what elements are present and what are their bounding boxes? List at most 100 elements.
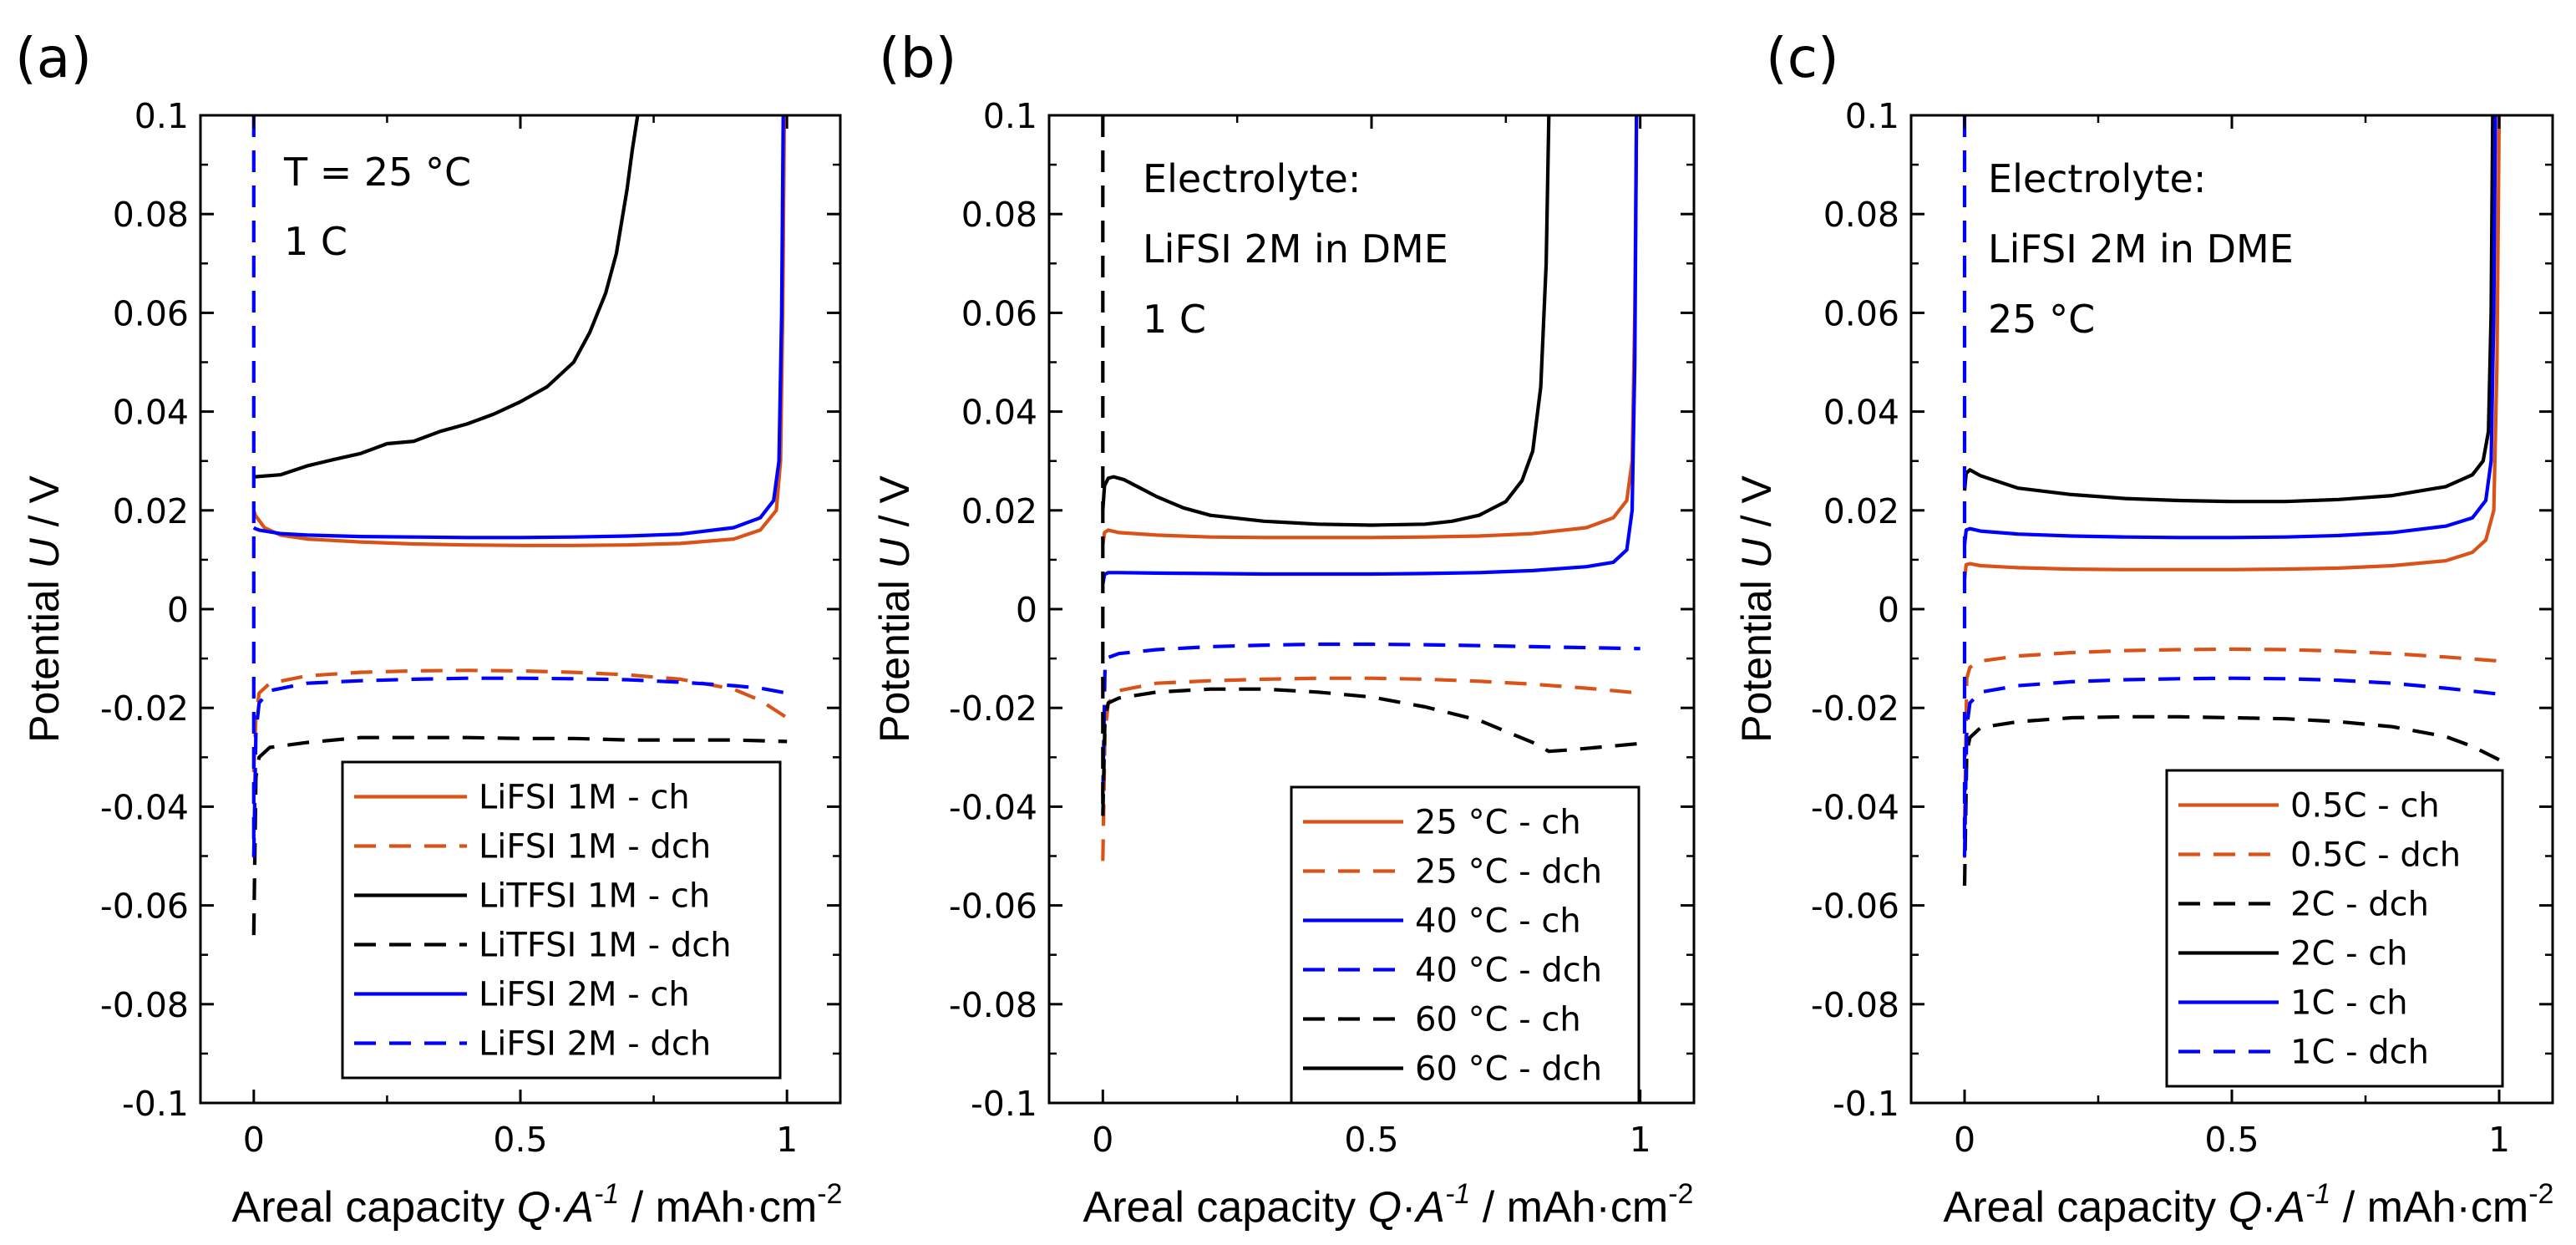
legend-label: 60 °C - ch xyxy=(1415,1001,1581,1039)
y-tick-label: 0.04 xyxy=(113,393,189,433)
series-line-40-c-ch xyxy=(1101,115,1639,585)
y-axis-label: Potential U / V xyxy=(1733,475,1780,743)
series-line-lifsi-2m-ch xyxy=(252,115,785,540)
panel-letter: (b) xyxy=(879,26,956,90)
series-line-0-5c-ch xyxy=(1962,115,2502,580)
y-tick-label: -0.1 xyxy=(1833,1084,1899,1124)
legend-label: 25 °C - dch xyxy=(1415,853,1602,892)
y-tick-label: 0.06 xyxy=(1823,293,1899,333)
series-line-1c-ch xyxy=(1962,115,2497,546)
series-line-lifsi-1m-dch xyxy=(251,668,789,773)
legend: 0.5C - ch 0.5C - dch 2C - dch 2C - ch 1C - c… xyxy=(2165,769,2504,1088)
legend-label: LiTFSI 1M - dch xyxy=(479,927,732,965)
x-tick-label: 1 xyxy=(1630,1120,1651,1160)
annotation-line: T = 25 °C xyxy=(283,150,471,195)
y-tick-label: 0 xyxy=(1878,590,1899,630)
series-line-lifsi-2m-dch xyxy=(251,115,788,858)
x-tick-label: 0.5 xyxy=(493,1120,547,1160)
y-tick-label: -0.02 xyxy=(1811,689,1899,729)
legend: 25 °C - ch 25 °C - dch 40 °C - ch 40 °C - d… xyxy=(1290,785,1640,1105)
legend-label: 0.5C - dch xyxy=(2290,836,2461,875)
y-tick-label: 0.06 xyxy=(113,293,189,333)
x-axis-label: Areal capacity Q·A-1 / mAh·cm-2 xyxy=(1944,1178,2554,1232)
x-tick-label: 0 xyxy=(1954,1120,1975,1160)
panel-b: -0.1 -0.08 -0.06 -0.04 -0.02 0 0.02 0.04 0.06 0.0… xyxy=(871,26,1696,1232)
y-tick-label: 0.04 xyxy=(961,393,1037,433)
y-tick-label: -0.08 xyxy=(100,985,189,1025)
annotation-line: 25 °C xyxy=(1988,297,2095,342)
y-tick-label: -0.08 xyxy=(949,985,1037,1025)
y-tick-label: 0.02 xyxy=(113,491,189,531)
legend-label: 25 °C - ch xyxy=(1415,804,1581,842)
series-group xyxy=(1962,115,2502,887)
y-tick-label: 0.02 xyxy=(961,491,1037,531)
y-tick-label: -0.06 xyxy=(1811,887,1899,927)
x-tick-label: 0.5 xyxy=(2204,1120,2259,1160)
y-tick-label: -0.08 xyxy=(1811,985,1899,1025)
legend-box xyxy=(2165,769,2504,1088)
x-axis-label: Areal capacity Q·A-1 / mAh·cm-2 xyxy=(1083,1178,1694,1232)
y-tick-label: 0.1 xyxy=(983,96,1037,136)
panel-a: -0.1 -0.08 -0.06 -0.04 -0.02 0 0.02 0.04 0.06 0.0… xyxy=(15,26,842,1232)
series-line-2c-ch xyxy=(1962,115,2495,504)
panel-letter: (c) xyxy=(1766,26,1839,90)
x-tick-label: 1 xyxy=(776,1120,798,1160)
annotation-line: 1 C xyxy=(1143,297,1206,342)
series-line-0-5c-dch xyxy=(1962,647,2500,827)
legend-box xyxy=(1290,785,1640,1105)
series-line-40-c-dch xyxy=(1101,642,1640,797)
y-tick-label: 0.1 xyxy=(134,96,189,136)
x-tick-label: 0 xyxy=(243,1120,265,1160)
y-tick-label: -0.06 xyxy=(100,887,189,927)
annotation-line: LiFSI 2M in DME xyxy=(1988,226,2294,272)
annotation-line: Electrolyte: xyxy=(1988,156,2206,201)
series-line-25-c-ch xyxy=(1101,115,1639,546)
legend-label: LiFSI 1M - ch xyxy=(479,779,690,817)
legend-label: LiTFSI 1M - ch xyxy=(479,877,710,916)
panel-c: -0.1 -0.08 -0.06 -0.04 -0.02 0 0.02 0.04 0.06 0.0… xyxy=(1733,26,2554,1232)
y-tick-label: 0.08 xyxy=(1823,195,1899,235)
legend-box xyxy=(341,760,782,1080)
y-tick-label: -0.1 xyxy=(122,1084,189,1124)
y-tick-label: 0 xyxy=(1016,590,1037,630)
y-tick-label: 0 xyxy=(167,590,189,630)
y-tick-label: 0.02 xyxy=(1823,491,1899,531)
x-axis-label: Areal capacity Q·A-1 / mAh·cm-2 xyxy=(232,1178,843,1232)
x-tick-label: 1 xyxy=(2488,1120,2510,1160)
x-tick-label: 0 xyxy=(1092,1120,1113,1160)
y-tick-label: -0.04 xyxy=(949,787,1037,827)
legend: LiFSI 1M - ch LiFSI 1M - dch LiTFSI 1M - c… xyxy=(341,760,782,1080)
legend-label: LiFSI 1M - dch xyxy=(479,828,711,866)
y-tick-label: 0.1 xyxy=(1845,96,1899,136)
legend-label: 60 °C - dch xyxy=(1415,1050,1602,1089)
y-tick-label: -0.02 xyxy=(949,689,1037,729)
legend-label: LiFSI 2M - dch xyxy=(479,1025,711,1064)
series-group xyxy=(251,115,789,936)
x-tick-label: 0.5 xyxy=(1344,1120,1398,1160)
legend-label: 40 °C - dch xyxy=(1415,952,1602,990)
y-tick-label: -0.1 xyxy=(971,1084,1037,1124)
annotation-line: Electrolyte: xyxy=(1143,156,1361,201)
annotation-line: 1 C xyxy=(284,219,347,264)
series-line-1c-dch xyxy=(1962,115,2500,858)
y-axis-label: Potential U / V xyxy=(21,475,68,743)
y-tick-label: -0.02 xyxy=(100,689,189,729)
series-line-litfsi-1m-dch xyxy=(251,735,788,936)
series-line-2c-dch xyxy=(1962,714,2500,887)
legend-label: LiFSI 2M - ch xyxy=(479,976,690,1014)
y-axis-label: Potential U / V xyxy=(871,475,918,743)
y-tick-label: -0.04 xyxy=(100,787,189,827)
series-line-60-c-dch xyxy=(1101,115,1551,527)
y-tick-label: -0.04 xyxy=(1811,787,1899,827)
legend-label: 1C - ch xyxy=(2290,984,2408,1023)
legend-label: 1C - dch xyxy=(2290,1034,2429,1072)
annotation-line: LiFSI 2M in DME xyxy=(1143,226,1448,272)
y-tick-label: -0.06 xyxy=(949,887,1037,927)
series-line-litfsi-1m-ch xyxy=(252,115,640,479)
legend-label: 0.5C - ch xyxy=(2290,787,2440,826)
panel-letter: (a) xyxy=(15,26,92,90)
y-tick-label: 0.06 xyxy=(961,293,1037,333)
series-group xyxy=(1101,115,1640,861)
y-tick-label: 0.04 xyxy=(1823,393,1899,433)
